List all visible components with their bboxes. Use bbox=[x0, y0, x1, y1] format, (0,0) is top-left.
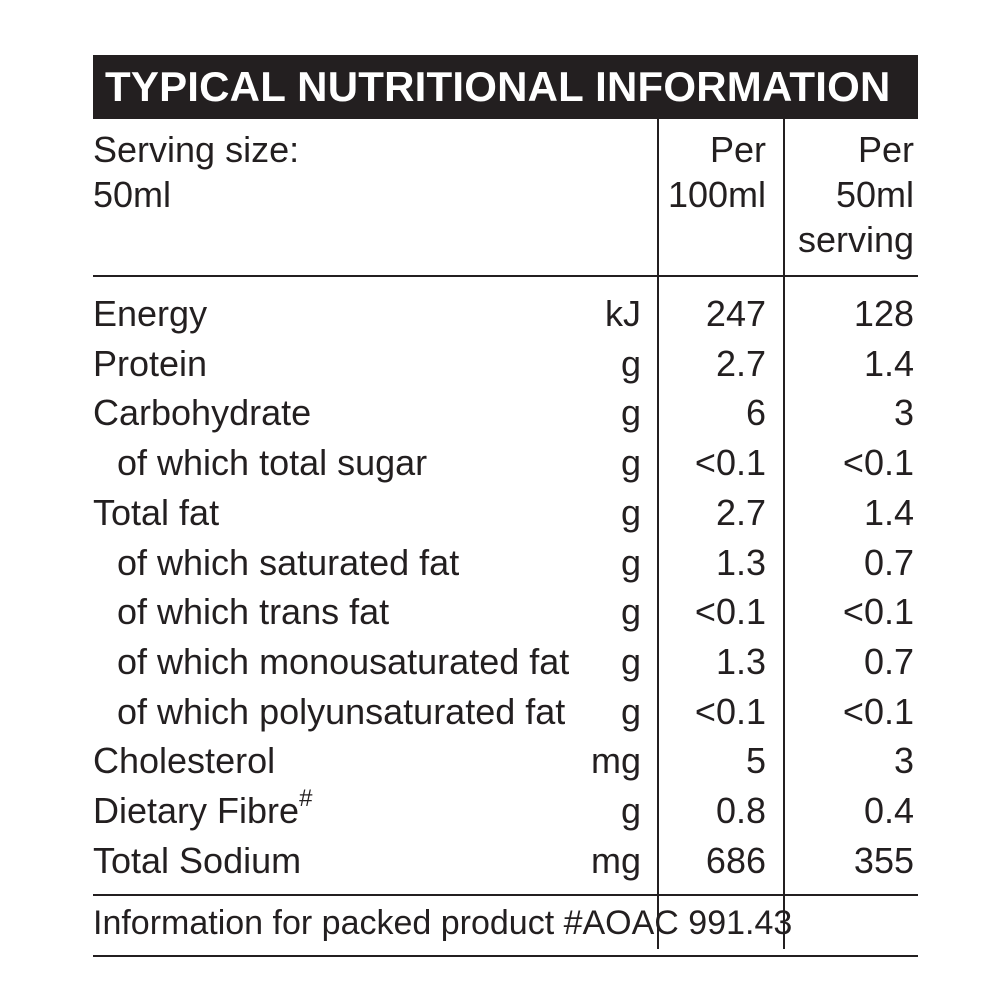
per100-value: 5 bbox=[745, 740, 766, 782]
unit-cell: g bbox=[620, 640, 641, 682]
footnote-marker: # bbox=[299, 785, 313, 812]
nutrient-name: Cholesterol bbox=[93, 736, 275, 786]
perserving-value: 128 bbox=[853, 293, 914, 334]
per100-value: 0.8 bbox=[715, 790, 766, 831]
table-row: of which saturated fat g 1.3 0.7 bbox=[93, 538, 918, 588]
perserving-value: 1.4 bbox=[863, 491, 914, 533]
nutrient-name-text: Carbohydrate bbox=[93, 392, 312, 434]
per100-value: 2.7 bbox=[715, 342, 766, 384]
nutrient-name-text: Dietary Fibre bbox=[93, 790, 300, 831]
table-row: Cholesterol mg 5 3 bbox=[93, 736, 918, 786]
perserving-value: 3 bbox=[893, 740, 914, 782]
col-perserving-line2: 50ml bbox=[835, 174, 914, 215]
per100-value: <0.1 bbox=[694, 690, 766, 732]
per100-value: 686 bbox=[705, 839, 766, 881]
nutrient-name: of which saturated fat bbox=[117, 538, 459, 588]
unit-cell: g bbox=[620, 690, 641, 732]
unit-cell: mg bbox=[590, 740, 641, 782]
perserving-value: 0.4 bbox=[863, 790, 914, 831]
perserving-value: 0.7 bbox=[863, 541, 914, 583]
nutrient-name-text: of which polyunsaturated fat bbox=[117, 690, 566, 732]
panel-title: TYPICAL NUTRITIONAL INFORMATION bbox=[105, 63, 891, 110]
table-row: Total Sodium mg 686 355 bbox=[93, 836, 918, 886]
table-row: Protein g 2.7 1.4 bbox=[93, 339, 918, 389]
nutrient-name: Protein bbox=[93, 339, 207, 389]
table-row: Energy kJ 247 128 bbox=[93, 289, 918, 339]
nutrient-name: Dietary Fibre# bbox=[93, 786, 312, 836]
unit-cell: g bbox=[620, 491, 641, 533]
nutrient-name-text: of which total sugar bbox=[117, 442, 428, 484]
nutrient-name: of which polyunsaturated fat bbox=[117, 687, 565, 737]
nutrient-name-text: Cholesterol bbox=[93, 740, 276, 782]
perserving-value: <0.1 bbox=[842, 442, 914, 484]
col-perserving-line3: serving bbox=[797, 219, 914, 260]
table-row: of which polyunsaturated fat g <0.1 <0.1 bbox=[93, 687, 918, 737]
footer-divider-top bbox=[93, 894, 918, 896]
unit-cell: g bbox=[620, 790, 641, 831]
col-per100-line2: 100ml bbox=[667, 174, 766, 215]
unit-cell: kJ bbox=[605, 293, 641, 334]
unit-cell: g bbox=[620, 342, 641, 384]
footer-divider-bottom bbox=[93, 955, 918, 957]
nutrient-name-text: of which saturated fat bbox=[117, 541, 460, 583]
nutrient-name: Total fat bbox=[93, 488, 219, 538]
perserving-value: 0.7 bbox=[863, 640, 914, 682]
perserving-value: <0.1 bbox=[842, 690, 914, 732]
col-perserving-line1: Per bbox=[857, 129, 914, 170]
per100-value: <0.1 bbox=[694, 442, 766, 484]
perserving-value: 355 bbox=[853, 839, 914, 881]
unit-cell: g bbox=[620, 591, 641, 633]
perserving-value: 1.4 bbox=[863, 342, 914, 384]
serving-size-value: 50ml bbox=[93, 174, 172, 215]
table-row: of which monousaturated fat g 1.3 0.7 bbox=[93, 637, 918, 687]
table-row: Carbohydrate g 6 3 bbox=[93, 388, 918, 438]
serving-size-label: Serving size: bbox=[93, 129, 300, 170]
perserving-value: <0.1 bbox=[842, 591, 914, 633]
table-row: Dietary Fibre# g 0.8 0.4 bbox=[93, 786, 918, 836]
nutrient-name-text: Protein bbox=[93, 342, 208, 384]
per100-value: <0.1 bbox=[694, 591, 766, 633]
table-row: of which total sugar g <0.1 <0.1 bbox=[93, 438, 918, 488]
unit-cell: g bbox=[620, 442, 641, 484]
footer-note: Information for packed product #AOAC 991… bbox=[93, 904, 793, 942]
title-bar: TYPICAL NUTRITIONAL INFORMATION bbox=[93, 55, 918, 119]
nutrient-name-text: Total fat bbox=[93, 491, 220, 533]
nutrient-name: of which trans fat bbox=[117, 587, 389, 637]
table-row: of which trans fat g <0.1 <0.1 bbox=[93, 587, 918, 637]
nutrient-name: Energy bbox=[93, 289, 207, 339]
nutrient-name: of which monousaturated fat bbox=[117, 637, 569, 687]
nutrient-name: of which total sugar bbox=[117, 438, 427, 488]
unit-cell: mg bbox=[590, 839, 641, 881]
per100-value: 247 bbox=[705, 293, 766, 334]
unit-cell: g bbox=[620, 541, 641, 583]
per100-value: 2.7 bbox=[715, 491, 766, 533]
nutrient-name-text: Energy bbox=[93, 293, 208, 334]
per100-value: 6 bbox=[745, 392, 766, 434]
nutrient-name: Carbohydrate bbox=[93, 388, 311, 438]
column-divider-2 bbox=[783, 119, 785, 949]
nutrient-name: Total Sodium bbox=[93, 836, 301, 886]
per100-value: 1.3 bbox=[715, 541, 766, 583]
col-per100-line1: Per bbox=[709, 129, 766, 170]
header-divider bbox=[93, 275, 918, 277]
nutrient-name-text: of which trans fat bbox=[117, 591, 390, 633]
perserving-value: 3 bbox=[893, 392, 914, 434]
unit-cell: g bbox=[620, 392, 641, 434]
column-divider-1 bbox=[657, 119, 659, 949]
nutrient-name-text: Total Sodium bbox=[93, 839, 302, 881]
table-row: Total fat g 2.7 1.4 bbox=[93, 488, 918, 538]
per100-value: 1.3 bbox=[715, 640, 766, 682]
nutrient-name-text: of which monousaturated fat bbox=[117, 640, 570, 682]
